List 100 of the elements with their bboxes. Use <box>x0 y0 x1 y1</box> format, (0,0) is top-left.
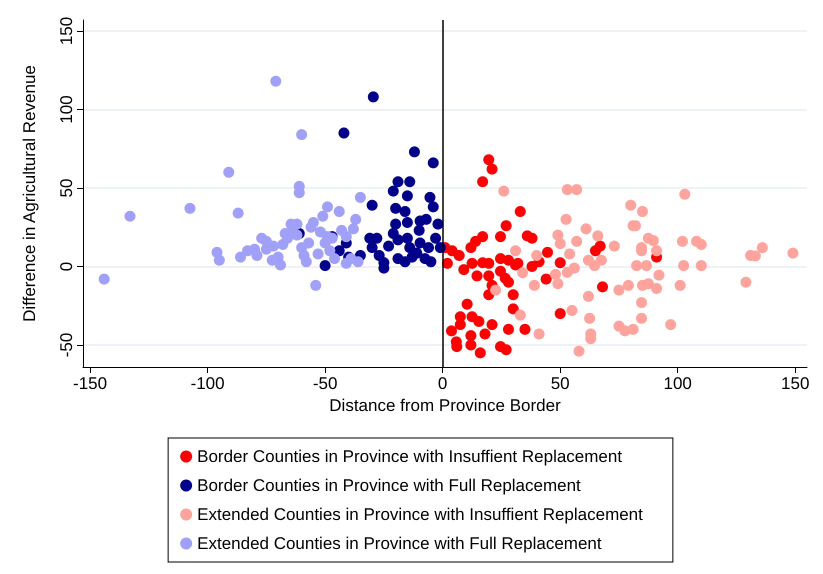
point <box>298 250 310 262</box>
point <box>508 289 519 300</box>
y-axis-title: Difference in Agricultural Revenue <box>20 65 39 322</box>
point <box>430 232 442 244</box>
point <box>402 232 413 244</box>
point <box>508 303 519 314</box>
point <box>458 264 470 276</box>
legend-label: Extended Counties in Province with Full Replacement <box>197 534 602 553</box>
point <box>392 234 404 246</box>
point <box>317 210 328 222</box>
point <box>500 344 512 356</box>
point <box>340 258 352 269</box>
point <box>348 223 359 234</box>
point <box>465 242 476 254</box>
point <box>465 340 476 351</box>
point <box>354 192 366 203</box>
legend-label: Extended Counties in Province with Insuffient Replacement <box>197 505 644 524</box>
y-tick-label: 0 <box>57 262 76 272</box>
point <box>471 270 482 282</box>
point <box>414 237 426 248</box>
point <box>420 214 432 225</box>
point <box>432 218 444 230</box>
y-tick-label: -50 <box>57 332 76 358</box>
point <box>390 218 402 230</box>
x-tick-label: 150 <box>781 374 810 393</box>
point <box>404 176 416 188</box>
point <box>486 319 498 330</box>
point <box>320 260 331 272</box>
point <box>542 246 553 258</box>
point <box>306 222 317 233</box>
point <box>428 201 439 212</box>
point <box>270 76 282 87</box>
point <box>402 217 413 228</box>
point <box>477 176 488 188</box>
point <box>465 330 476 342</box>
point <box>526 232 538 244</box>
point <box>390 202 402 214</box>
y-tick-label: 100 <box>57 95 76 124</box>
point <box>594 240 606 252</box>
point <box>296 129 308 140</box>
point <box>454 319 466 330</box>
point <box>340 231 352 242</box>
x-tick-label: 50 <box>550 374 570 393</box>
point <box>446 325 457 336</box>
point <box>251 250 262 262</box>
point <box>402 190 413 202</box>
point <box>414 224 425 236</box>
point <box>232 208 244 219</box>
point <box>519 324 530 335</box>
point <box>338 128 350 139</box>
point <box>479 328 490 340</box>
point <box>462 298 473 310</box>
point <box>502 324 514 335</box>
point <box>597 281 608 292</box>
x-axis-title: Distance from Province Border <box>329 396 562 415</box>
point <box>502 276 514 288</box>
legend-label: Border Counties in Province with Insuffient Replacement <box>197 447 622 466</box>
point <box>352 256 364 268</box>
point <box>454 250 465 262</box>
point <box>514 206 526 218</box>
point <box>368 91 379 102</box>
point <box>474 347 486 358</box>
y-tick-label: 50 <box>57 178 76 198</box>
point <box>303 237 314 248</box>
point <box>483 270 494 282</box>
x-tick-label: 100 <box>664 374 692 393</box>
point <box>473 316 484 327</box>
point <box>428 157 439 168</box>
point <box>310 280 322 291</box>
x-tick-label: -150 <box>73 374 108 393</box>
point <box>423 242 434 254</box>
point <box>425 256 436 268</box>
point <box>554 257 566 268</box>
point <box>392 176 404 188</box>
y-tick-label: 150 <box>57 16 76 46</box>
point <box>334 206 345 218</box>
point <box>214 254 225 266</box>
point <box>388 186 399 197</box>
point <box>494 231 506 242</box>
point <box>291 230 302 241</box>
point <box>500 220 512 232</box>
point <box>554 308 566 320</box>
point <box>329 253 340 264</box>
point <box>184 202 196 214</box>
point <box>366 242 378 254</box>
point <box>350 214 362 225</box>
point <box>494 266 506 277</box>
legend-label: Border Counties in Province with Full Replacement <box>197 476 582 495</box>
point <box>322 201 333 212</box>
point <box>277 239 288 250</box>
x-tick-label: 0 <box>438 374 448 393</box>
point <box>408 146 420 158</box>
point <box>424 192 436 203</box>
x-tick-label: -100 <box>190 374 225 393</box>
point <box>383 240 394 252</box>
point <box>400 206 411 218</box>
point <box>235 252 246 263</box>
point <box>98 274 110 285</box>
point <box>124 210 136 222</box>
point <box>312 248 324 260</box>
